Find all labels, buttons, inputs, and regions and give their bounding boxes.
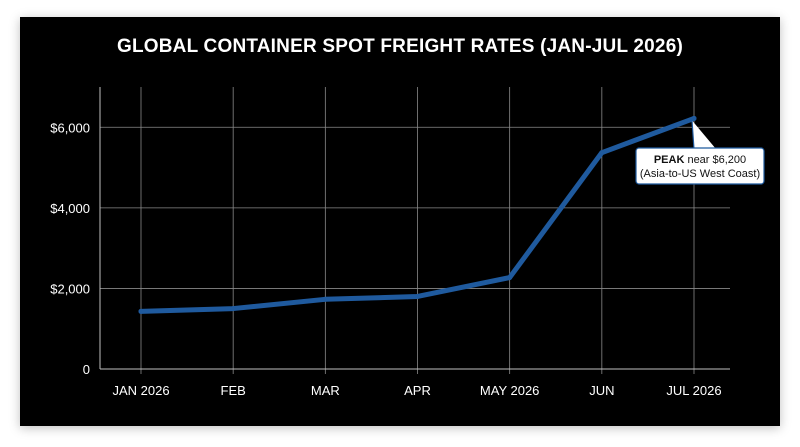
callout-pointer <box>691 120 716 150</box>
x-tick-label: APR <box>404 383 431 398</box>
data-point <box>691 115 697 121</box>
grid-lines <box>100 87 730 374</box>
callout-box <box>635 147 765 185</box>
y-tick-label: $6,000 <box>50 120 90 135</box>
y-tick-labels: 0 $2,000 $4,000 $6,000 <box>50 120 90 377</box>
callout-line-1: PEAK near $6,200 <box>654 154 746 166</box>
axes <box>99 87 730 370</box>
callout-value: near $6,200 <box>684 154 746 166</box>
peak-callout: PEAK near $6,200 (Asia-to-US West Coast) <box>635 120 765 185</box>
data-point <box>415 293 420 299</box>
chart-title: GLOBAL CONTAINER SPOT FREIGHT RATES (JAN… <box>117 36 683 57</box>
x-tick-label: JUN <box>589 383 614 398</box>
x-tick-labels: JAN 2026 FEB MAR APR MAY 2026 JUN JUL 2026 <box>112 383 721 398</box>
data-point <box>507 275 513 281</box>
callout-bold-label: PEAK <box>654 154 685 166</box>
y-tick-label: $2,000 <box>50 281 90 296</box>
data-point <box>230 306 236 312</box>
data-point <box>599 150 605 156</box>
data-point <box>322 296 328 302</box>
series <box>138 115 697 314</box>
freight-rate-chart: GLOBAL CONTAINER SPOT FREIGHT RATES (JAN… <box>50 36 765 398</box>
callout-line-2: (Asia-to-US West Coast) <box>640 168 760 180</box>
data-point <box>138 308 144 314</box>
x-tick-label: FEB <box>221 383 246 398</box>
x-tick-label: MAR <box>311 383 340 398</box>
y-tick-label: $4,000 <box>50 201 90 216</box>
chart-panel: GLOBAL CONTAINER SPOT FREIGHT RATES (JAN… <box>20 17 780 426</box>
x-tick-label: JUL 2026 <box>666 383 721 398</box>
x-tick-label: JAN 2026 <box>112 383 169 398</box>
x-tick-label: MAY 2026 <box>480 383 540 398</box>
y-tick-label: 0 <box>83 362 90 377</box>
